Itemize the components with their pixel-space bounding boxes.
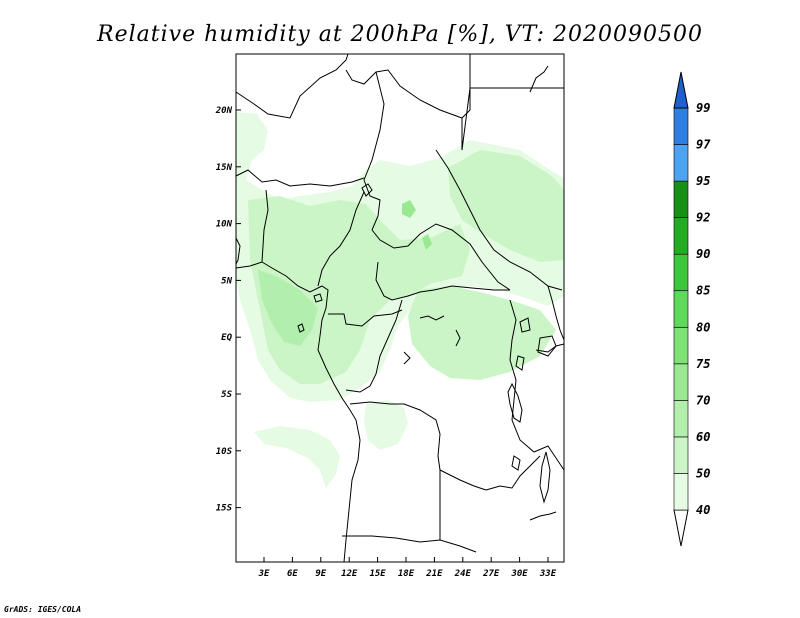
lon-tick-label: 27E (482, 569, 500, 579)
colorbar-label: 60 (696, 430, 710, 444)
river-congo-segment-2 (403, 351, 411, 365)
colorbar-bin (673, 180, 689, 218)
lat-tick-label: EQ (221, 333, 232, 343)
lake-chad (361, 183, 373, 197)
colorbar-bin (673, 436, 689, 474)
colorbar-label: 70 (696, 393, 710, 407)
mediterranean-coast (529, 65, 549, 93)
border-niger-chad (363, 71, 385, 231)
colorbar-bin (673, 363, 689, 401)
border-drc-west (345, 299, 403, 393)
border-congo-gabon (328, 309, 403, 327)
colorbar-label: 97 (696, 138, 711, 152)
border-sudan-east (435, 149, 563, 291)
border-libya-egypt (345, 54, 471, 119)
bioko-island (313, 293, 323, 303)
colorbar-bin (673, 473, 689, 511)
colorbar-label: 80 (696, 320, 710, 334)
sao-tome-island (297, 323, 305, 333)
colorbar-bin (673, 400, 689, 438)
border-zambia-north (485, 455, 541, 491)
border-algeria-libya (235, 53, 349, 119)
colorbar-bin (673, 107, 689, 145)
border-nigeria-north (235, 169, 365, 187)
longitude-axis: 3E 6E 9E 12E 15E 18E 21E 24E 27E 30E 33E (258, 557, 557, 579)
lat-tick-label: 10N (216, 220, 233, 230)
map-title: Relative humidity at 200hPa [%], VT: 202… (96, 22, 703, 47)
latitude-axis: 20N 15N 10N 5N EQ 5S 10S 15S (215, 106, 241, 514)
border-east-lakes (509, 299, 565, 471)
lake-tanganyika (507, 382, 523, 423)
lake-turkana-shore (529, 511, 557, 521)
humidity-area-angola-patch (364, 400, 408, 450)
border-sudan-north (461, 87, 564, 151)
colorbar-bin (673, 144, 689, 182)
colorbar-bin (673, 326, 689, 365)
humidity-area-north-patch (236, 112, 264, 156)
colorbar-label: 95 (696, 174, 710, 188)
lake-victoria (537, 335, 557, 357)
lon-tick-label: 12E (341, 569, 358, 579)
colorbar-label: 40 (696, 503, 710, 517)
colorbar-under-triangle (673, 509, 689, 547)
lon-tick-label: 6E (287, 569, 298, 579)
colorbar-bin (673, 253, 689, 292)
colorbar-label: 99 (696, 101, 710, 115)
country-borders (235, 53, 565, 563)
border-uganda-kenya (535, 285, 565, 353)
border-angola-south (342, 535, 477, 553)
lon-tick-label: 21E (425, 569, 443, 579)
river-congo-segment-3 (455, 329, 461, 347)
colorbar-bin (673, 290, 689, 328)
colorbar-bin (673, 217, 689, 255)
border-car-congo (375, 261, 510, 301)
lon-tick-label: 18E (398, 569, 415, 579)
lon-tick-label: 3E (258, 569, 270, 579)
colorbar: 40 50 60 70 75 80 85 90 92 95 97 99 (673, 71, 711, 547)
colorbar-label: 90 (696, 247, 710, 261)
volta-lake (235, 237, 241, 265)
grads-credit: GrADS: IGES/COLA (4, 605, 81, 614)
lat-tick-label: 10S (216, 447, 233, 457)
colorbar-label: 75 (696, 357, 710, 371)
lon-tick-label: 30E (510, 569, 528, 579)
humidity-area-south-patch (254, 426, 340, 488)
lon-tick-label: 15E (369, 569, 386, 579)
river-congo-segment-1 (419, 315, 445, 321)
map-frame (235, 53, 565, 563)
humidity-area-peak-1 (402, 200, 416, 218)
lake-albert (519, 317, 531, 333)
border-nigeria-cameroon (261, 189, 365, 287)
lon-tick-label: 9E (315, 569, 326, 579)
lon-tick-label: 33E (539, 569, 557, 579)
colorbar-label: 92 (696, 211, 710, 225)
border-chad-car (371, 223, 511, 291)
lat-tick-label: 15N (216, 163, 233, 173)
lat-tick-label: 5N (221, 276, 232, 286)
colorbar-label: 85 (696, 284, 710, 298)
humidity-shading (236, 112, 564, 488)
humidity-area-ne (448, 150, 564, 262)
border-angola-north (349, 401, 487, 491)
lake-mweru (511, 455, 521, 471)
colorbar-label: 50 (696, 466, 710, 480)
coastline-west-africa (235, 261, 361, 563)
lake-kivu (515, 355, 525, 371)
lon-tick-label: 24E (454, 569, 472, 579)
colorbar-over-triangle (673, 71, 689, 109)
lat-tick-label: 5S (221, 390, 232, 400)
map-panel (235, 53, 565, 563)
lake-malawi (539, 451, 551, 504)
humidity-area-peak-2 (422, 234, 432, 250)
lat-tick-label: 15S (216, 504, 233, 514)
lat-tick-label: 20N (215, 106, 233, 116)
